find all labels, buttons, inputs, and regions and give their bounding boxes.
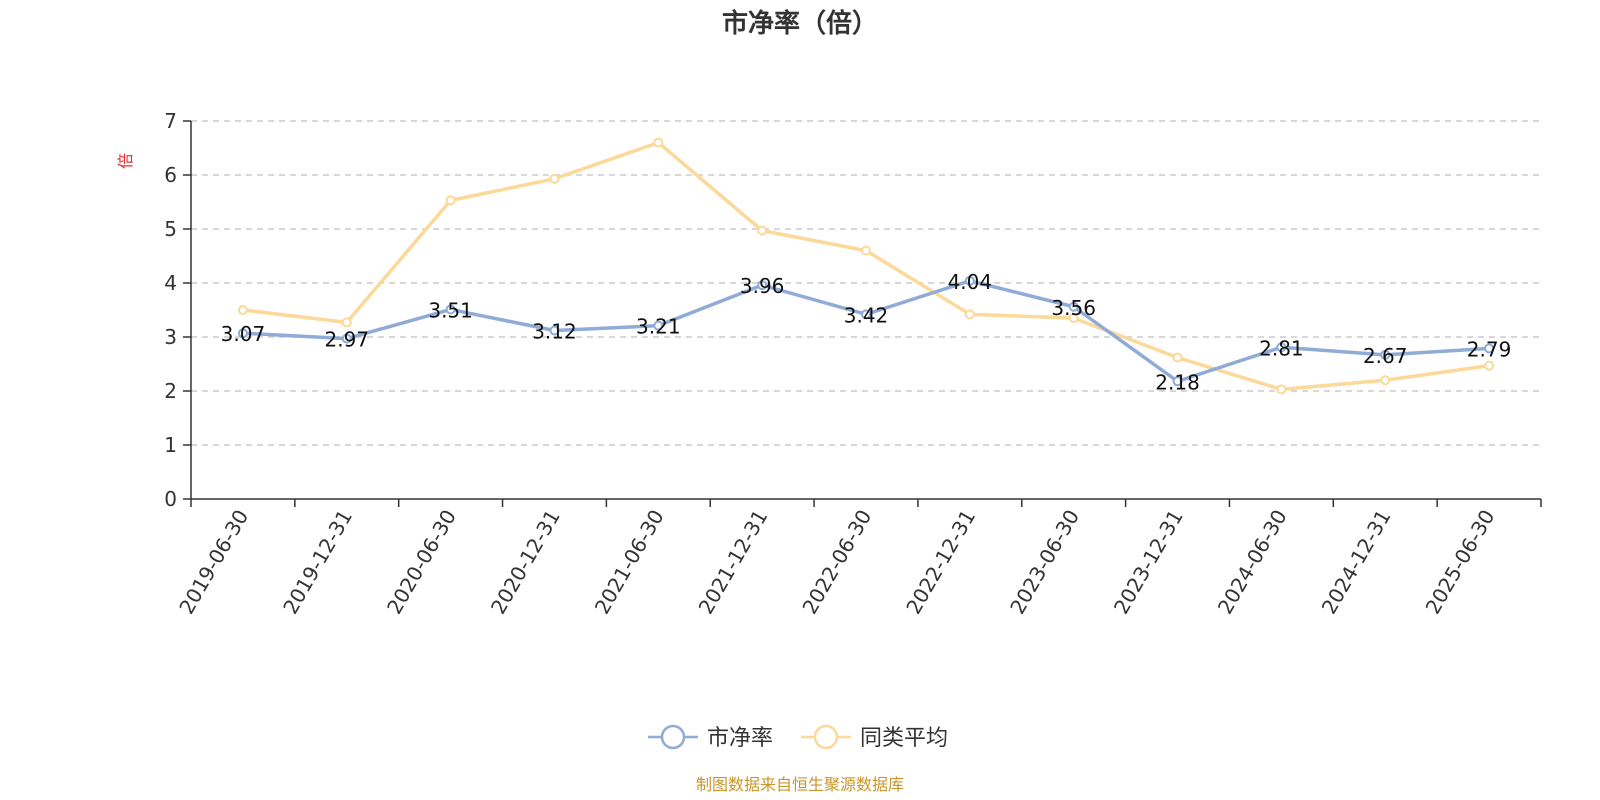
data-label: 2.67 [1363,344,1408,368]
data-label: 4.04 [948,270,993,294]
x-tick-label: 2019-12-31 [278,506,357,619]
x-tick-label: 2023-12-31 [1109,506,1188,619]
y-tick-label: 3 [164,325,177,349]
data-point[interactable] [341,333,352,344]
x-tick-label: 2025-06-30 [1421,506,1500,619]
legend-label: 同类平均 [860,726,948,751]
x-tick-label: 2019-06-30 [174,506,253,619]
data-point[interactable] [653,137,664,148]
data-label: 2.97 [325,328,370,352]
data-label: 2.79 [1467,337,1512,361]
data-point[interactable] [1380,349,1391,360]
data-point[interactable] [549,325,560,336]
axes [183,120,1542,507]
x-tick-label: 2022-12-31 [901,506,980,619]
y-tick-label: 2 [164,379,177,403]
data-point[interactable] [757,280,768,291]
data-point[interactable] [445,195,456,206]
data-point[interactable] [653,320,664,331]
x-tick-label: 2024-12-31 [1317,506,1396,619]
y-tick-label: 4 [164,271,177,295]
legend[interactable]: 市净率 同类平均 [648,724,948,751]
data-point[interactable] [1484,343,1495,354]
y-tick-label: 5 [164,217,177,241]
data-point[interactable] [1068,313,1079,324]
y-tick-label: 6 [164,163,177,187]
data-point[interactable] [1068,301,1079,312]
legend-marker-icon [660,724,686,750]
y-tick-labels: 0 1 2 3 4 5 6 7 [164,109,177,511]
x-tick-label: 2021-12-31 [694,506,773,619]
data-label: 3.07 [221,322,266,346]
data-source-note: 制图数据来自恒生聚源数据库 [696,775,904,794]
x-tick-label: 2024-06-30 [1213,506,1292,619]
x-tick-label: 2021-06-30 [590,506,669,619]
grid-lines [191,120,1541,446]
y-axis-unit: 倍 [116,153,135,169]
y-tick-label: 0 [164,487,177,511]
data-point[interactable] [1172,352,1183,363]
data-label: 2.18 [1155,370,1200,394]
data-point[interactable] [964,309,975,320]
y-tick-label: 1 [164,433,177,457]
series-line-0 [242,279,1490,384]
data-label: 3.12 [532,320,577,344]
data-point[interactable] [861,309,871,320]
data-label: 2.81 [1259,336,1304,360]
legend-label: 市净率 [707,726,773,751]
x-tick-label: 2020-06-30 [382,506,461,619]
legend-item-0[interactable]: 市净率 [648,724,773,751]
legend-marker-icon [813,724,839,750]
data-point[interactable] [1276,384,1287,395]
x-tick-labels: 2019-06-30 2019-12-31 2020-06-30 2020-12-31… [174,506,1499,619]
x-tick-label: 2023-06-30 [1005,506,1084,619]
data-label: 3.21 [636,315,681,339]
data-point[interactable] [1484,360,1495,371]
data-point[interactable] [1380,375,1391,386]
data-label: 3.56 [1051,296,1096,320]
data-label: 3.51 [428,298,473,322]
data-point[interactable] [341,317,352,328]
y-tick-label: 7 [164,109,177,133]
legend-item-1[interactable]: 同类平均 [801,724,948,751]
data-label: 3.96 [740,274,785,298]
data-point[interactable] [1172,376,1183,387]
data-point[interactable] [237,328,248,339]
data-point[interactable] [445,304,456,315]
chart-title: 市净率（倍） [722,8,878,39]
data-point[interactable] [964,275,975,286]
data-point[interactable] [549,173,560,184]
x-tick-label: 2022-06-30 [797,506,876,619]
data-point[interactable] [237,305,248,315]
x-tick-label: 2020-12-31 [486,506,565,619]
data-point[interactable] [757,225,768,236]
data-point[interactable] [1276,342,1287,353]
series-lines: 3.07 2.97 3.51 3.12 3.21 3.96 3.42 4.04 3.56 2.18… [221,137,1512,395]
data-point[interactable] [861,245,871,256]
data-label: 3.42 [844,303,889,327]
